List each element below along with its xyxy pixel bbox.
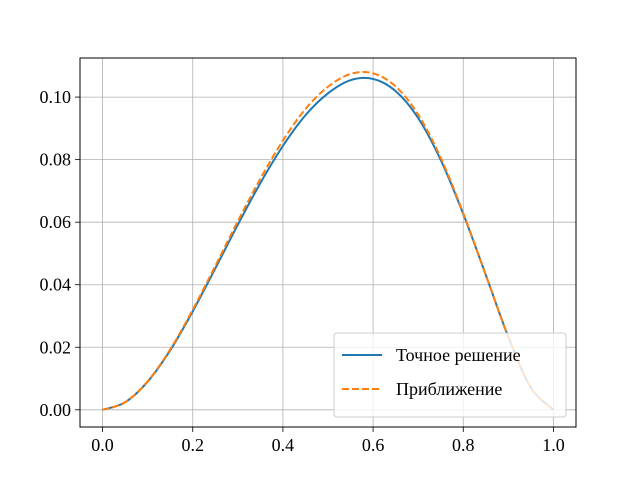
grid [80, 58, 576, 427]
y-tick-label: 0.08 [40, 150, 72, 170]
x-tick-label: 0.6 [362, 435, 385, 455]
legend-label: Приближение [396, 379, 502, 399]
x-tick-label: 0.0 [91, 435, 114, 455]
x-tick-label: 1.0 [542, 435, 565, 455]
series-group [102, 71, 555, 411]
y-tick-label: 0.06 [40, 212, 72, 232]
series-line-approx [102, 71, 555, 411]
legend-label: Точное решение [396, 345, 521, 365]
axis-ticks: 0.0 0.2 0.4 0.6 0.8 1.0 0.00 0.02 0.04 0.06 0.08 0.… [40, 87, 565, 455]
plot-frame [79, 57, 577, 428]
x-tick-label: 0.8 [452, 435, 475, 455]
y-tick-label: 0.02 [40, 337, 72, 357]
x-tick-label: 0.4 [272, 435, 295, 455]
legend-box [333, 332, 567, 418]
y-tick-label: 0.04 [40, 275, 72, 295]
x-tick-label: 0.2 [181, 435, 204, 455]
legend: Точное решение Приближение [333, 332, 567, 418]
y-tick-label: 0.00 [40, 400, 72, 420]
y-tick-label: 0.10 [40, 87, 72, 107]
